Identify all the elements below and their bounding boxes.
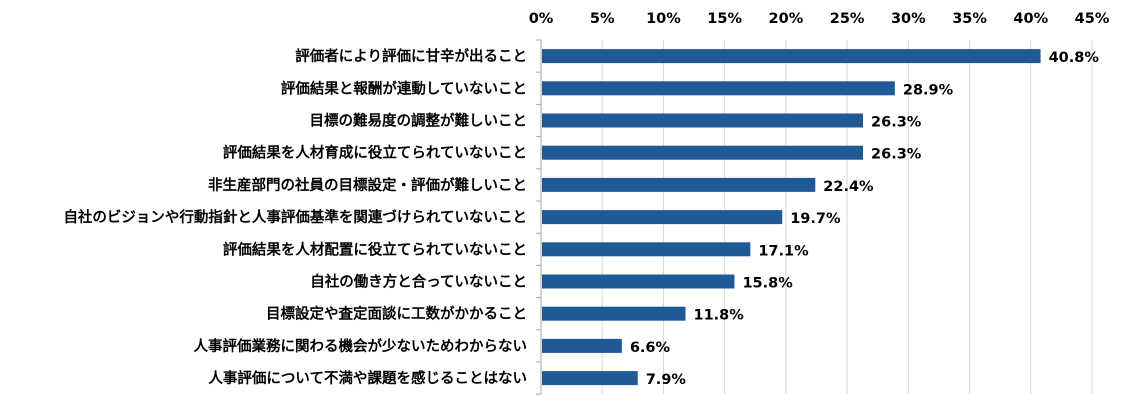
bar bbox=[542, 113, 864, 128]
x-tick-label: 10% bbox=[646, 11, 681, 27]
category-label: 目標の難易度の調整が難しいこと bbox=[310, 112, 528, 130]
gridlines bbox=[601, 40, 1093, 395]
category-label: 人事評価業務に関わる機会が少ないためわからない bbox=[194, 337, 528, 355]
category-label: 自社のビジョンや行動指針と人事評価基準を関連づけられていないこと bbox=[63, 208, 527, 226]
bar bbox=[542, 371, 638, 386]
category-label: 自社の働き方と合っていないこと bbox=[310, 273, 527, 291]
x-axis-ticks: 0% 5% 10% 15% 20% 25% 30% 35% 40% 45% bbox=[529, 11, 1110, 27]
x-tick-label: 30% bbox=[891, 11, 926, 27]
x-tick-label: 0% bbox=[529, 11, 554, 27]
data-label: 22.4% bbox=[823, 179, 874, 195]
data-label: 28.9% bbox=[903, 82, 954, 98]
category-label: 非生産部門の社員の目標設定・評価が難しいこと bbox=[208, 176, 527, 194]
bar bbox=[542, 81, 895, 96]
bar bbox=[542, 274, 735, 289]
category-label: 評価者により評価に甘辛が出ること bbox=[295, 47, 527, 65]
x-tick-label: 15% bbox=[707, 11, 742, 27]
data-label: 26.3% bbox=[871, 147, 922, 163]
bar bbox=[542, 210, 783, 225]
category-label: 評価結果を人材育成に役立てられていないこと bbox=[223, 144, 527, 162]
category-labels: 評価者により評価に甘辛が出ること評価結果と報酬が連動していないこと目標の難易度の… bbox=[63, 47, 527, 387]
bar bbox=[542, 145, 864, 160]
data-label: 6.6% bbox=[630, 340, 671, 356]
bars bbox=[542, 49, 1041, 386]
category-label: 目標設定や査定面談に工数がかかること bbox=[266, 305, 527, 323]
bar bbox=[542, 338, 622, 353]
data-label: 40.8% bbox=[1049, 50, 1100, 66]
data-label: 19.7% bbox=[790, 211, 841, 227]
category-label: 評価結果を人材配置に役立てられていないこと bbox=[223, 240, 527, 258]
x-tick-label: 20% bbox=[769, 11, 804, 27]
data-label: 26.3% bbox=[871, 115, 922, 131]
data-label: 7.9% bbox=[646, 372, 687, 388]
x-tick-label: 35% bbox=[952, 11, 987, 27]
data-label: 17.1% bbox=[758, 243, 809, 259]
bar bbox=[542, 49, 1041, 64]
y-axis bbox=[536, 39, 542, 395]
x-tick-label: 25% bbox=[830, 11, 865, 27]
data-label: 15.8% bbox=[742, 276, 793, 292]
x-tick-label: 40% bbox=[1013, 11, 1048, 27]
category-label: 人事評価について不満や課題を感じることはない bbox=[208, 369, 527, 387]
bar bbox=[542, 177, 816, 192]
x-tick-label: 5% bbox=[590, 11, 615, 27]
bar bbox=[542, 242, 751, 257]
x-tick-label: 45% bbox=[1075, 11, 1110, 27]
category-label: 評価結果と報酬が連動していないこと bbox=[281, 79, 527, 97]
data-label: 11.8% bbox=[693, 308, 744, 324]
bar bbox=[542, 306, 686, 321]
data-labels: 40.8% 28.9% 26.3% 26.3% 22.4% 19.7% 17.1% 15.8%… bbox=[630, 50, 1100, 388]
